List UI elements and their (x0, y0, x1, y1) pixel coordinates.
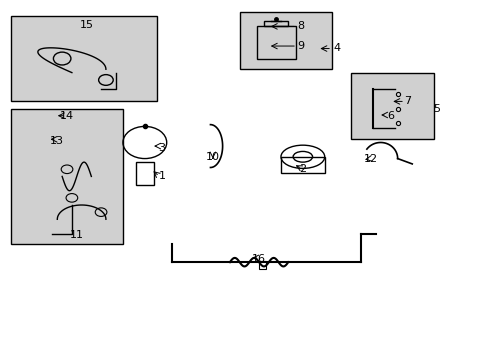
Text: 15: 15 (80, 19, 93, 30)
Text: 1: 1 (158, 171, 165, 181)
Text: 14: 14 (60, 111, 74, 121)
Bar (351, 73, 433, 139)
Bar (11, 16, 157, 102)
Text: 9: 9 (296, 41, 304, 51)
Text: 11: 11 (70, 230, 83, 240)
Text: 10: 10 (205, 152, 220, 162)
Text: 6: 6 (386, 111, 393, 121)
Text: 4: 4 (333, 43, 340, 53)
Bar (264, 21, 287, 26)
Text: 13: 13 (50, 136, 64, 146)
Bar (256, 26, 295, 59)
Text: 5: 5 (432, 104, 439, 113)
Bar (281, 157, 324, 173)
Bar (136, 162, 153, 185)
Text: 3: 3 (158, 143, 165, 153)
Text: 7: 7 (403, 96, 410, 107)
Text: 8: 8 (296, 21, 304, 31)
Text: 2: 2 (299, 164, 306, 174)
Bar (11, 109, 122, 244)
Text: 12: 12 (363, 154, 377, 163)
Text: 16: 16 (252, 253, 265, 264)
Bar (259, 261, 265, 269)
Bar (239, 12, 331, 69)
